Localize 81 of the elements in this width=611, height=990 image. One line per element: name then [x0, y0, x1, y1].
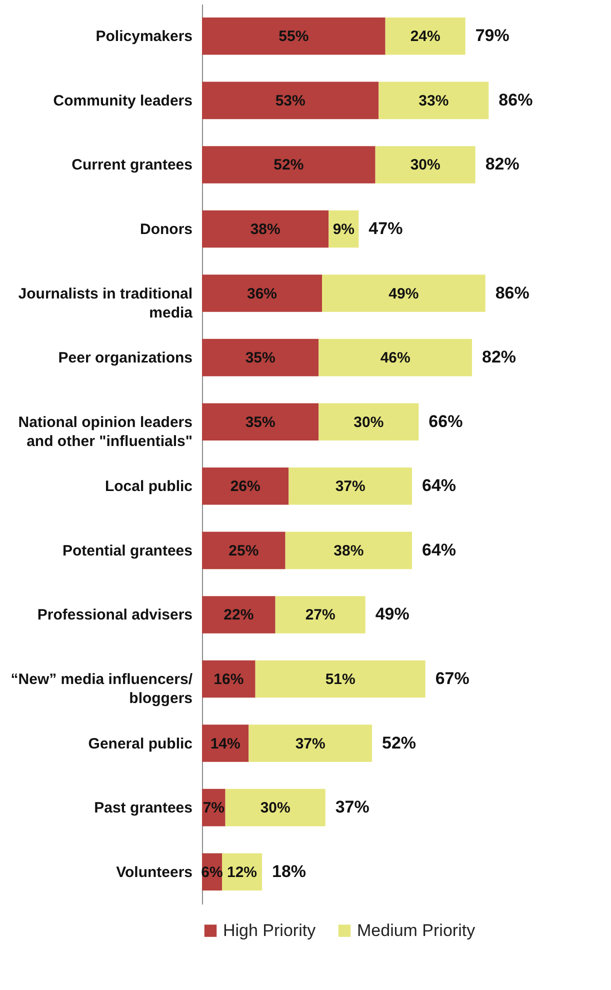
- bar: [202, 338, 319, 376]
- total-label: 82%: [482, 348, 516, 367]
- y-tick-label: Policymakers: [96, 28, 192, 46]
- bar: [202, 18, 386, 55]
- data-label: 49%: [388, 285, 419, 302]
- bar: [275, 596, 366, 634]
- data-label: 53%: [275, 92, 306, 110]
- bar: [288, 468, 412, 505]
- bar: [378, 82, 489, 120]
- bar: [202, 274, 322, 312]
- data-label: 9%: [332, 221, 355, 238]
- y-tick-label: Current grantees: [72, 156, 192, 174]
- bar: [202, 660, 256, 698]
- legend-label: Medium Priority: [357, 920, 476, 940]
- y-tick-label: Past grantees: [94, 800, 192, 817]
- bar: [375, 146, 476, 184]
- y-tick-label: Volunteers: [116, 864, 192, 881]
- y-tick-label: General public: [88, 735, 192, 752]
- total-label: 52%: [382, 733, 416, 752]
- data-label: 25%: [228, 542, 259, 560]
- y-tick-label: Donors: [140, 221, 192, 238]
- total-label: 66%: [428, 412, 463, 431]
- data-label: 46%: [380, 350, 410, 367]
- legend-label: High Priority: [223, 920, 316, 940]
- data-label: 55%: [278, 28, 309, 46]
- data-label: 24%: [410, 28, 440, 46]
- y-tick-label: “New” media influencers/ bloggers: [10, 671, 194, 707]
- data-label: 37%: [295, 735, 326, 752]
- total-label: 67%: [435, 669, 470, 688]
- data-label: 33%: [418, 92, 449, 110]
- total-label: 64%: [422, 476, 456, 496]
- bar: [255, 660, 426, 698]
- bar: [225, 788, 326, 826]
- data-label: 30%: [260, 800, 290, 817]
- data-label: 35%: [245, 414, 276, 431]
- total-label: 18%: [272, 862, 306, 881]
- bar: [385, 18, 466, 55]
- data-label: 52%: [274, 156, 304, 174]
- data-label: 51%: [325, 671, 356, 688]
- data-label: 27%: [305, 606, 336, 624]
- y-tick-label: Potential grantees: [62, 542, 192, 560]
- data-label: 35%: [245, 350, 276, 367]
- data-label: 36%: [246, 285, 278, 302]
- bar: [202, 210, 329, 248]
- y-tick-label: Professional advisers: [37, 606, 192, 624]
- total-label: 37%: [335, 798, 370, 817]
- bar: [202, 403, 319, 440]
- bar: [202, 82, 379, 120]
- data-label: 37%: [335, 478, 366, 496]
- bar: [285, 532, 412, 570]
- bar: [318, 338, 472, 376]
- data-label: 38%: [250, 221, 280, 238]
- data-label: 16%: [214, 671, 244, 688]
- bar: [202, 532, 286, 570]
- y-tick-label: National opinion leaders and other "influentials": [18, 414, 192, 450]
- data-label: 30%: [354, 414, 384, 431]
- data-label: 26%: [230, 478, 260, 496]
- data-label: 30%: [410, 156, 440, 174]
- data-label: 7%: [202, 800, 225, 817]
- total-label: 64%: [422, 540, 456, 560]
- y-tick-label: Journalists in traditional media: [18, 285, 194, 322]
- data-label: 12%: [226, 864, 258, 881]
- bar: [202, 468, 289, 505]
- bar: [318, 403, 419, 440]
- data-label: 14%: [210, 735, 240, 752]
- bar: [202, 596, 276, 634]
- total-label: 79%: [475, 26, 510, 46]
- data-label: 38%: [334, 542, 364, 560]
- y-tick-label: Peer organizations: [58, 350, 192, 367]
- bar: [248, 724, 372, 762]
- y-tick-label: Local public: [104, 478, 192, 496]
- total-label: 86%: [498, 90, 533, 110]
- total-label: 82%: [485, 154, 520, 174]
- y-tick-label: Community leaders: [53, 92, 192, 110]
- total-label: 49%: [375, 604, 410, 624]
- total-label: 86%: [495, 283, 530, 302]
- data-label: 22%: [224, 606, 254, 624]
- bar: [202, 724, 249, 762]
- total-label: 47%: [368, 219, 403, 238]
- bar: [322, 274, 486, 312]
- bar: [202, 146, 376, 184]
